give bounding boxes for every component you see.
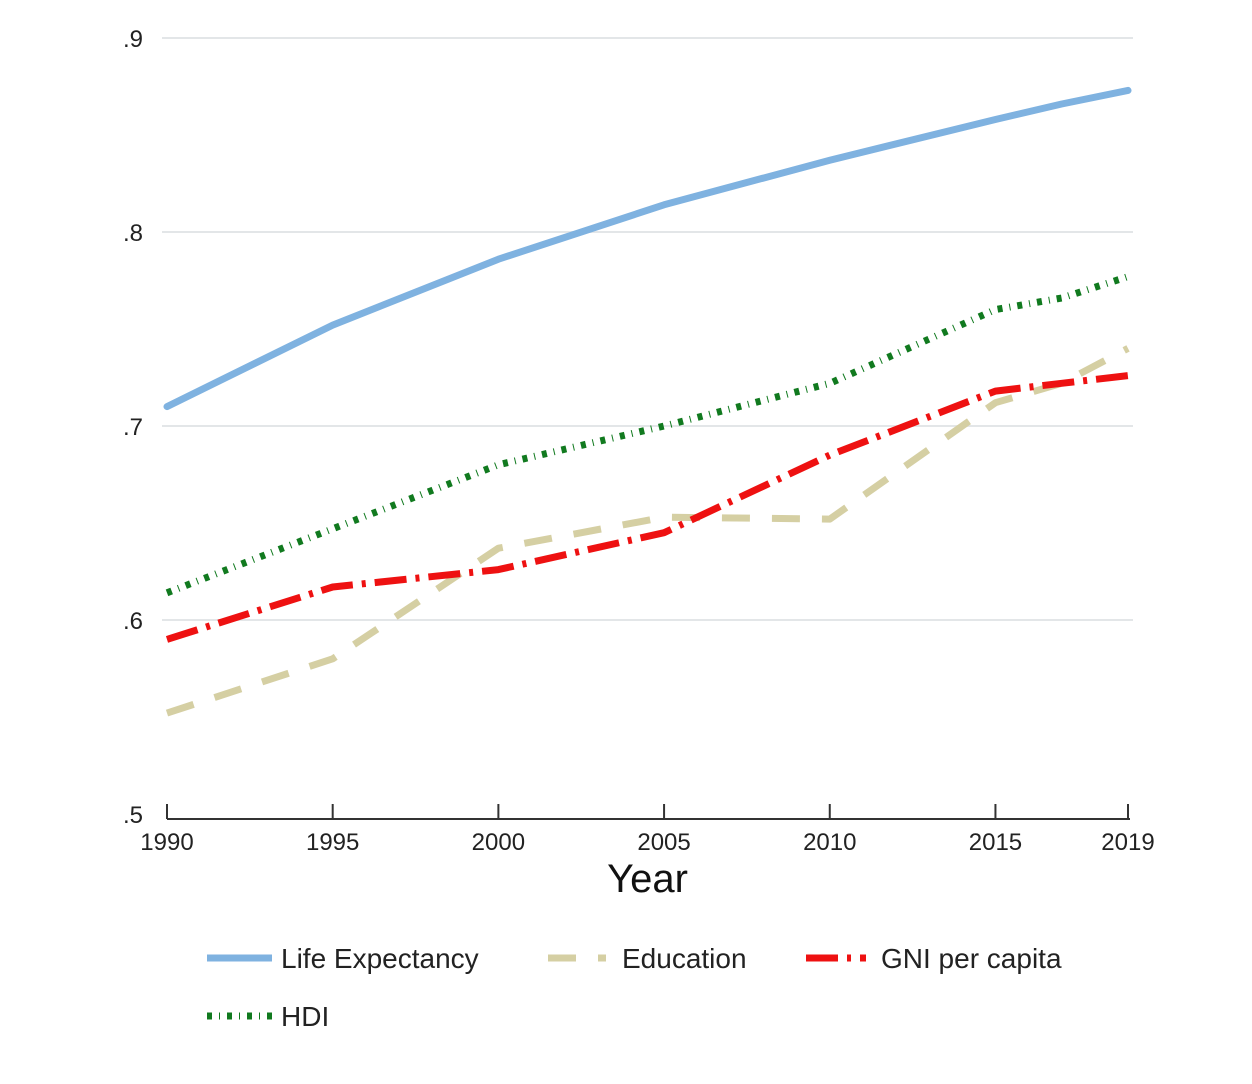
y-tick-label: .8 [123,220,143,247]
series-line-gni-per-capita [165,372,1129,643]
legend-item: Life Expectancy [207,943,479,974]
x-axis-title: Year [607,857,688,901]
x-tick-label: 2000 [472,829,525,856]
legend-label: GNI per capita [881,943,1062,974]
series-line-hdi [165,273,1130,597]
legend-item: HDI [207,1001,329,1032]
gridlines: .5 .6 .7 .8 .9 [123,26,1133,829]
legend-item: GNI per capita [806,943,1062,974]
y-tick-label: .6 [123,608,143,635]
legend-label: HDI [281,1001,329,1032]
x-tick-label: 1990 [140,829,193,856]
legend-item: Education [548,943,747,974]
x-tick-label: 2010 [803,829,856,856]
y-tick-label: .7 [123,414,143,441]
series-line-education [165,345,1130,717]
series-lines [163,86,1132,717]
legend-label: Life Expectancy [281,943,479,974]
x-tick-label: 2005 [637,829,690,856]
legend-label: Education [622,943,747,974]
legend: Life Expectancy Education GNI per capita HD… [207,943,1062,1032]
y-tick-label: .5 [123,802,143,829]
x-tick-label: 1995 [306,829,359,856]
x-axis: 1990 1995 2000 2005 2010 2015 2019 [140,804,1155,856]
y-tick-label: .9 [123,26,143,53]
x-tick-label: 2015 [969,829,1022,856]
series-line-life-expectancy [163,86,1132,411]
x-tick-label: 2019 [1101,829,1154,856]
